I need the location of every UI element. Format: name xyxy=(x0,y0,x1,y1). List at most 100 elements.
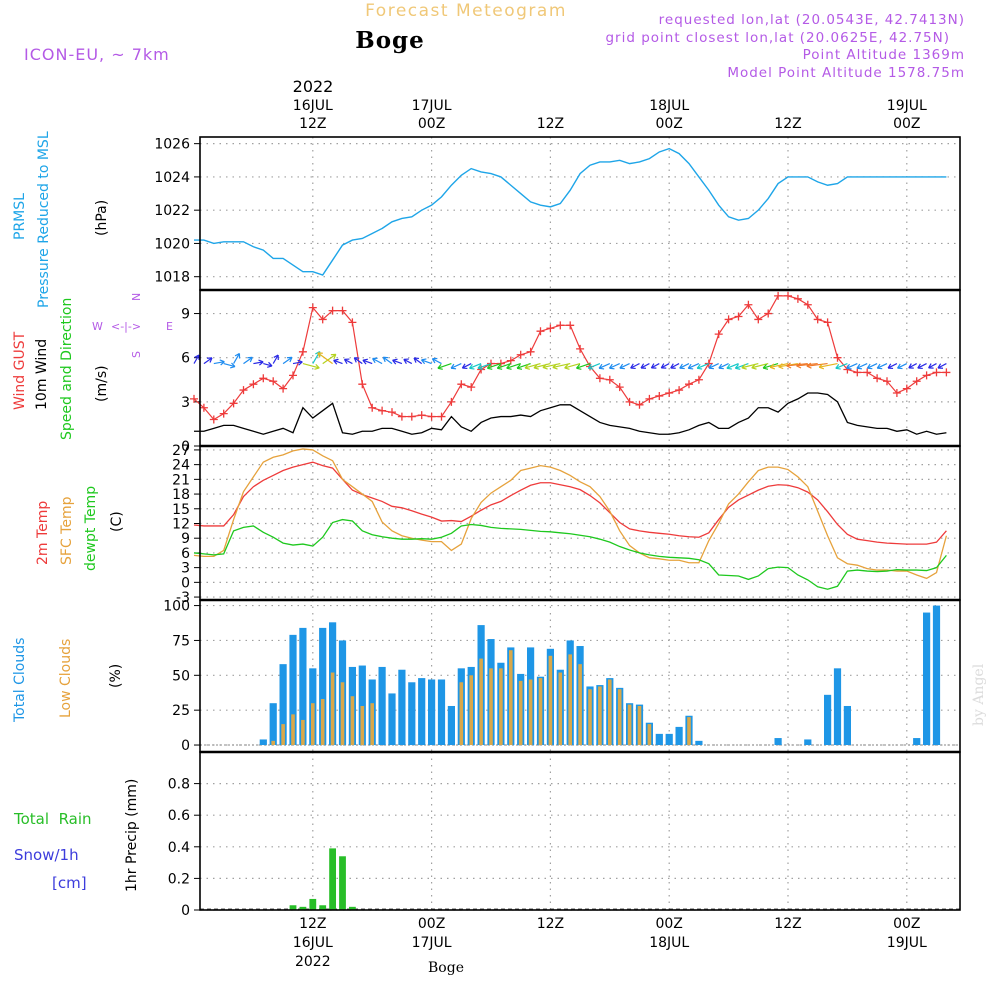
wind-arrow-head xyxy=(762,363,769,370)
low-clouds-bar xyxy=(489,668,493,746)
wind-gust-marker xyxy=(397,412,406,421)
low-clouds-bar xyxy=(588,689,592,746)
wind-gust-marker xyxy=(853,368,862,377)
total-clouds-bar xyxy=(913,738,921,746)
wind-unit: (m/s) xyxy=(94,365,110,402)
low-clouds-bar xyxy=(538,678,543,746)
wind-direction-arrow xyxy=(497,363,511,369)
total-clouds-bar xyxy=(655,733,663,746)
wind-arrow-head xyxy=(856,363,863,370)
wind-gust-marker xyxy=(595,374,604,383)
snow-label: Snow/1h xyxy=(14,846,79,864)
top-day-label: 16JUL xyxy=(293,98,333,114)
total-clouds-bar xyxy=(279,664,287,746)
wind-gust-marker xyxy=(328,306,337,315)
wind-direction-arrow xyxy=(741,363,759,369)
location-title: Boge xyxy=(355,27,425,54)
wind-arrow-head xyxy=(576,364,582,370)
wind-gust-marker xyxy=(912,377,921,386)
temp-2m-line xyxy=(193,461,947,545)
wind-arrow-head xyxy=(866,363,873,370)
chart-title: Forecast Meteogram xyxy=(365,1,567,21)
wind-gust-marker xyxy=(932,368,941,377)
wind-arrow-head xyxy=(273,354,279,361)
wind-gust-marker xyxy=(734,312,743,321)
wind-arrow-head xyxy=(751,363,757,370)
wind-arrow-head xyxy=(718,363,724,370)
temp-ytick-label: 27 xyxy=(172,443,190,459)
wind-direction-arrow xyxy=(928,363,937,369)
wind-direction-arrow xyxy=(477,363,492,369)
wind-arrow-head xyxy=(469,363,475,370)
wind-arrow-head xyxy=(640,363,647,369)
wind-arrow-head xyxy=(450,363,457,370)
total-clouds-bar xyxy=(804,739,812,746)
temp-ytick-label: 9 xyxy=(181,531,190,547)
wind-arrow-head xyxy=(194,354,200,361)
bottom-day-label: 16JUL xyxy=(293,935,333,951)
wind-direction-arrow xyxy=(735,363,749,369)
requested-coords: requested lon,lat (20.0543E, 42.7413N) xyxy=(659,12,965,28)
wind-gust-marker xyxy=(813,315,822,324)
precip-ytick-label: 0.6 xyxy=(168,808,190,824)
total-clouds-bar xyxy=(843,705,851,746)
rain-bar xyxy=(349,906,356,910)
wind-arrow-head xyxy=(496,364,503,370)
wind-gust-marker xyxy=(922,371,931,380)
wind-direction-arrow xyxy=(282,356,293,365)
temp-unit: (C) xyxy=(109,511,125,532)
low-clouds-bar xyxy=(687,717,691,746)
wind-gust-marker xyxy=(566,321,575,330)
low-clouds-bar xyxy=(568,654,572,746)
temp-ytick-label: 21 xyxy=(172,472,190,488)
temp-ytick-label: 0 xyxy=(181,575,190,591)
wind-direction-arrow xyxy=(322,353,337,365)
10m-wind-line xyxy=(194,392,947,435)
wind-gust-marker xyxy=(269,377,278,386)
wind-arrow-head xyxy=(786,362,792,369)
compass-east: E xyxy=(166,320,173,333)
total-clouds-bar xyxy=(923,612,931,746)
wind-gust-marker xyxy=(625,397,634,406)
low-clouds-bar xyxy=(479,658,483,746)
total-clouds-bar xyxy=(824,694,832,746)
wind-direction-arrow xyxy=(937,363,947,369)
wind-direction-arrow xyxy=(272,354,279,364)
wind-arrow-head xyxy=(708,363,714,370)
rain-bar xyxy=(319,905,327,910)
rain-bar xyxy=(299,906,307,910)
wind-arrow-head xyxy=(333,358,339,365)
low-clouds-bar xyxy=(548,655,553,746)
low-clouds-bar xyxy=(360,705,365,746)
wind-gust-marker xyxy=(318,315,327,324)
wind-direction-arrow xyxy=(462,363,472,369)
total-clouds-bar xyxy=(774,738,782,746)
wind-direction-arrow xyxy=(292,361,303,365)
compass-arrows: <-|-> xyxy=(111,320,141,333)
wind-arrow-head xyxy=(806,362,812,369)
wind-direction-arrow xyxy=(421,359,432,365)
low-clouds-label: Low Clouds xyxy=(58,639,74,718)
wind-gust-marker xyxy=(605,375,614,384)
wind-gust-marker xyxy=(823,318,832,327)
bottom-day-label: 18JUL xyxy=(649,935,689,951)
wind-arrow-head xyxy=(486,364,493,370)
wind-arrow-head xyxy=(660,363,667,369)
wind-gust-marker xyxy=(556,321,565,330)
low-clouds-bar xyxy=(320,699,325,746)
wind-direction-arrow xyxy=(630,363,640,369)
wind-arrow-head xyxy=(247,356,253,363)
temp-ytick-label: -3 xyxy=(176,590,190,606)
wind-arrow-head xyxy=(835,363,841,370)
wind-gust-marker xyxy=(685,380,693,389)
wind-gust-marker xyxy=(279,384,288,393)
wind-direction-arrow xyxy=(770,362,789,368)
wind-gust-marker xyxy=(793,294,802,303)
watermark: by Angel xyxy=(971,663,987,726)
precip-ytick-label: 0.4 xyxy=(168,840,190,856)
wind-gust-marker xyxy=(536,327,545,336)
wind-speed-direction-label: Speed and Direction xyxy=(59,298,75,440)
wind-direction-arrow xyxy=(897,363,908,369)
wind-direction-arrow xyxy=(887,363,898,369)
total-clouds-bar xyxy=(378,666,386,746)
